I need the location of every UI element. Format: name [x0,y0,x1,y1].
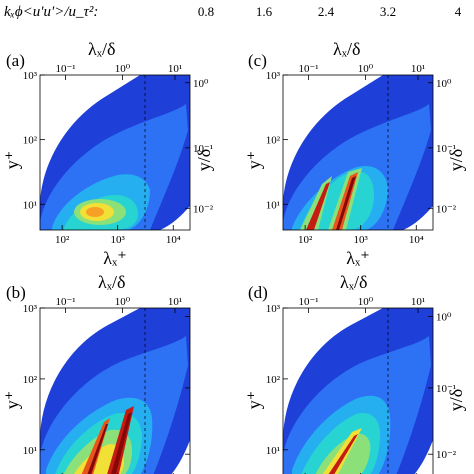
panel-label: (b) [6,283,26,302]
y-tick-label: 10² [266,374,281,386]
panel-label: (c) [248,51,267,70]
ridge-core [328,434,358,474]
ridge-right-core [111,412,132,474]
plot-frame [39,74,191,231]
y-tick-label: 10² [266,135,281,147]
colorbar-tick-label: 4 [455,4,462,19]
right-tick-label: 10⁻¹ [436,383,456,395]
colorbar-title: kₓϕ<u'u'>/u_τ²: [4,4,98,20]
region-level-7 [86,207,104,217]
right-tick-label: 10⁰ [436,78,452,90]
colorbar-tick-label: 3.2 [380,4,396,19]
top-tick-label: 10⁻¹ [298,63,318,75]
x-tick-label: 10² [298,234,313,246]
x-axis-label: λₓ⁺ [346,248,369,268]
ridge-left [81,418,110,474]
x-tick-label: 10² [55,234,70,246]
top-tick-label: 10⁰ [115,63,131,75]
right-tick-label: 10⁰ [436,312,452,324]
top-tick-label: 10¹ [411,63,425,75]
y-axis-label: y⁺ [244,151,264,170]
top-tick-label: 10¹ [168,296,182,308]
plot-frame [282,74,434,231]
panel-b: (b) λₓ/δ y⁺ 10¹ 10² 10³ 10⁻¹ 10⁰ 10¹ [2,272,191,474]
right-tick-label: 10⁻² [193,203,214,215]
right-y-axis-label: y/δ [446,149,466,171]
top-tick-label: 10¹ [168,63,182,75]
top-tick-label: 10⁰ [358,63,374,75]
right-y-axis-label: y/δ [194,149,214,171]
top-tick-label: 10⁰ [358,296,374,308]
x-tick-label: 10⁴ [166,234,181,246]
panel-c: (c) λₓ/δ y⁺ y/δ λₓ⁺ 10² 10³ 10⁴ 10¹ 10² 10³ 10… [244,39,466,268]
y-tick-label: 10¹ [23,445,37,457]
plot-frame [282,307,434,474]
top-tick-label: 10⁻¹ [55,63,75,75]
colorbar-tick-label: 0.8 [198,4,214,19]
top-x-axis-label: λₓ/δ [340,272,367,292]
right-tick-label: 10⁻² [436,203,457,215]
x-tick-label: 10³ [354,234,369,246]
y-tick-label: 10² [23,135,38,147]
y-tick-label: 10³ [23,303,38,315]
y-tick-label: 10³ [23,70,38,82]
right-tick-label: 10⁻¹ [193,143,213,155]
plot-frame [39,307,191,474]
top-x-axis-label: λₓ/δ [88,39,115,59]
x-axis-label: λₓ⁺ [103,248,126,268]
ridge-left-core [306,182,330,230]
y-tick-label: 10¹ [23,199,37,211]
y-axis-label: y⁺ [2,151,22,170]
right-y-axis-label: y/δ [446,389,466,411]
y-tick-label: 10¹ [266,199,280,211]
x-tick-label: 10³ [111,234,126,246]
y-axis-label: y⁺ [2,391,22,410]
right-tick-label: 10⁰ [193,78,209,90]
panel-a: (a) λₓ/δ y⁺ y/δ λₓ⁺ 10² 10³ 10⁴ 10¹ 10² 10³ 10… [2,39,214,268]
right-tick-label: 10⁻² [436,449,457,461]
y-tick-label: 10² [23,374,38,386]
colorbar-tick-label: 1.6 [256,4,273,19]
y-tick-label: 10³ [266,70,281,82]
top-x-axis-label: λₓ/δ [333,39,360,59]
panel-label: (d) [248,283,268,302]
top-tick-label: 10⁻¹ [55,296,75,308]
top-tick-label: 10⁰ [115,296,131,308]
x-tick-label: 10⁴ [409,234,424,246]
ridge-left-core [87,424,108,474]
y-axis-label: y⁺ [244,391,264,410]
top-tick-label: 10¹ [411,296,425,308]
top-x-axis-label: λₓ/δ [98,272,125,292]
panel-d: (d) λₓ/δ y⁺ y/δ 10¹ 10² 10³ 10⁻¹ 10⁰ 10¹ 10⁻² 1… [244,272,466,474]
y-tick-label: 10¹ [266,445,280,457]
panel-label: (a) [6,51,25,70]
colorbar-tick-label: 2.4 [318,4,335,19]
colorbar: kₓϕ<u'u'>/u_τ²: 0.8 1.6 2.4 3.2 4 [4,4,462,20]
ridge-right-core [336,176,356,230]
top-tick-label: 10⁻¹ [298,296,318,308]
right-tick-label: 10⁻¹ [436,143,456,155]
y-tick-label: 10³ [266,303,281,315]
